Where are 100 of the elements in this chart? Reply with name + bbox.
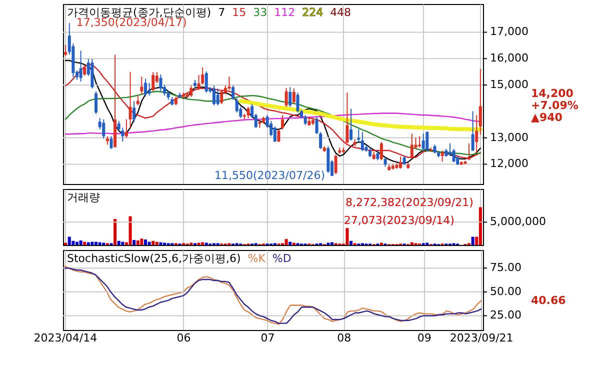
x-tick-label: 09 (417, 332, 432, 344)
annotation: 8,272,382(2023/09/21) (345, 196, 474, 210)
text: 33 (253, 6, 268, 19)
bar (330, 242, 334, 245)
candlestick (326, 146, 330, 174)
candlestick (376, 150, 380, 161)
candlestick (468, 142, 471, 161)
candlestick (204, 71, 208, 94)
candlestick (360, 132, 364, 152)
candlestick (228, 76, 231, 91)
legend-title: 가격이동평균(종가,단순이평) (67, 6, 212, 19)
candlestick (368, 147, 372, 158)
candlestick (152, 72, 155, 92)
candlestick (246, 106, 250, 119)
candlestick (64, 44, 68, 56)
bar (144, 240, 147, 245)
bar (136, 240, 140, 245)
candlestick (304, 114, 307, 126)
bar (83, 242, 86, 245)
candlestick (288, 86, 292, 108)
x-tick-label: 2023/09/21 (450, 332, 514, 344)
candlestick (79, 50, 82, 82)
candlestick (475, 114, 478, 154)
y-tick-label: 50.00 (490, 284, 522, 298)
bar (72, 240, 75, 245)
candlestick (140, 76, 144, 95)
candlestick (136, 95, 140, 106)
y-tick-label: 15,000 (490, 78, 528, 92)
candlestick (334, 154, 338, 175)
candlestick (384, 156, 387, 168)
candlestick (94, 90, 98, 115)
candlestick (292, 88, 296, 104)
candlestick (410, 133, 414, 159)
text: 15 (232, 6, 246, 19)
candlestick (144, 78, 147, 97)
candlestick (440, 150, 444, 162)
candlestick (110, 136, 113, 150)
text: 112 (274, 6, 296, 19)
text: ▲940 (531, 111, 563, 124)
bar (148, 242, 151, 245)
bar (478, 207, 482, 245)
bar (114, 218, 117, 245)
y-tick-label: 16,000 (490, 52, 528, 65)
annotation: 27,073(2023/09/14) (344, 214, 454, 227)
candlestick (346, 92, 349, 144)
bar (201, 242, 204, 245)
text: %K (248, 252, 266, 265)
text: 224 (302, 6, 324, 19)
bar (128, 216, 132, 245)
candlestick (190, 85, 193, 98)
text: +7.09% (531, 99, 578, 112)
candlestick (418, 136, 422, 148)
bar (471, 236, 474, 245)
y-tick-label: 5,000,000 (490, 215, 546, 228)
chart-title: 거래량 (67, 191, 100, 204)
annotation: 11,550(2023/07/26) (214, 169, 325, 182)
candlestick (148, 82, 151, 96)
candlestick (273, 126, 276, 143)
bar (284, 239, 288, 245)
bar (288, 242, 292, 245)
candlestick (422, 133, 425, 151)
candlestick (281, 114, 284, 130)
bar (155, 242, 158, 245)
candlestick (132, 100, 136, 123)
text: %D (272, 252, 292, 265)
bar (75, 242, 78, 245)
bar (90, 242, 94, 245)
candlestick (399, 156, 402, 170)
y-tick-label: 25.00 (490, 308, 522, 322)
candlestick (452, 148, 456, 163)
x-tick-label: 08 (337, 332, 352, 344)
candlestick (284, 87, 288, 108)
candlestick (83, 66, 86, 76)
x-tick-label: 2023/04/14 (34, 332, 98, 344)
text: 40.66 (531, 294, 566, 307)
candlestick (426, 130, 429, 152)
bar (117, 240, 120, 245)
y-tick-label: 13,000 (490, 130, 528, 144)
bar (79, 240, 82, 245)
y-tick-label: 17,000 (490, 25, 528, 38)
candlestick (216, 88, 220, 106)
x-tick-label: 06 (176, 332, 191, 344)
candlestick (350, 108, 353, 141)
bar (98, 242, 102, 245)
candlestick (124, 118, 128, 138)
text: 14,200 (531, 87, 574, 100)
bar (68, 236, 71, 245)
bar (346, 228, 349, 245)
bar (140, 238, 144, 245)
legend-label: 448 (330, 6, 352, 19)
x-tick-label: 07 (260, 332, 275, 344)
candlestick (102, 118, 106, 140)
candlestick (277, 128, 280, 143)
bar (159, 242, 162, 245)
bar (350, 240, 353, 245)
y-tick-label: 12,000 (490, 157, 528, 170)
candlestick (159, 74, 162, 92)
annotation: 17,350(2023/04/17) (76, 16, 187, 30)
candlestick (212, 85, 216, 106)
candlestick (128, 71, 132, 128)
